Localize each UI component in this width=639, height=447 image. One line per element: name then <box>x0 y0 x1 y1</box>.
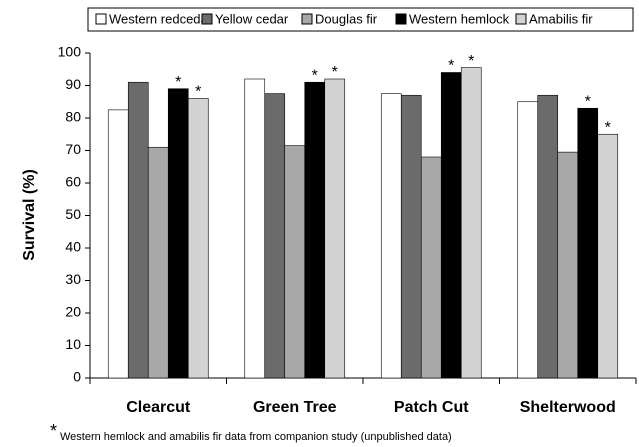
y-axis-label: Survival (%) <box>21 169 38 261</box>
y-tick-label: 20 <box>65 304 81 320</box>
footnote-marker: * <box>50 421 57 441</box>
bar <box>400 94 422 379</box>
bar <box>577 107 599 379</box>
legend-label: Douglas fir <box>315 11 378 26</box>
x-tick-label: Patch Cut <box>394 399 469 416</box>
legend-label: Western redcedar <box>109 11 213 26</box>
bar-annotation: * <box>332 64 338 81</box>
bar <box>167 88 189 379</box>
legend-swatch <box>301 13 313 25</box>
bar <box>127 81 149 379</box>
bar <box>517 101 539 379</box>
y-tick-label: 40 <box>65 239 81 255</box>
bar-annotation: * <box>312 67 318 84</box>
bar <box>537 94 559 379</box>
footnote: Western hemlock and amabilis fir data fr… <box>60 431 452 443</box>
x-tick-label: Shelterwood <box>520 399 616 416</box>
bar-annotation: * <box>468 53 474 70</box>
y-tick-label: 70 <box>65 141 81 157</box>
y-tick-label: 100 <box>58 44 82 60</box>
legend-swatch <box>395 13 407 25</box>
legend-swatch <box>515 13 527 25</box>
bar <box>187 98 209 379</box>
legend-swatch <box>201 13 213 25</box>
bar <box>264 93 286 379</box>
legend-label: Yellow cedar <box>215 11 289 26</box>
bar <box>284 145 306 379</box>
bar <box>557 151 579 379</box>
y-tick-label: 30 <box>65 271 81 287</box>
bar <box>597 133 619 379</box>
y-tick-label: 10 <box>65 336 81 352</box>
legend-label: Western hemlock <box>409 11 510 26</box>
x-tick-label: Green Tree <box>253 399 337 416</box>
bar <box>380 93 402 379</box>
y-tick-label: 60 <box>65 174 81 190</box>
bar <box>420 156 442 379</box>
legend-swatch <box>95 13 107 25</box>
bar <box>304 81 326 379</box>
bar-annotation: * <box>585 93 591 110</box>
y-tick-label: 0 <box>73 369 81 385</box>
bar <box>107 109 129 379</box>
y-tick-label: 50 <box>65 206 81 222</box>
x-tick-label: Clearcut <box>126 399 191 416</box>
y-tick-label: 90 <box>65 76 81 92</box>
bar-annotation: * <box>448 58 454 75</box>
bar <box>460 67 482 379</box>
bar-annotation: * <box>605 119 611 136</box>
bar-annotation: * <box>175 74 181 91</box>
bar <box>440 72 462 379</box>
bar-annotation: * <box>195 84 201 101</box>
legend-box <box>87 7 634 32</box>
bar <box>324 78 346 379</box>
bar <box>244 78 266 379</box>
bar <box>147 146 169 379</box>
legend-label: Amabilis fir <box>529 11 593 26</box>
y-tick-label: 80 <box>65 109 81 125</box>
